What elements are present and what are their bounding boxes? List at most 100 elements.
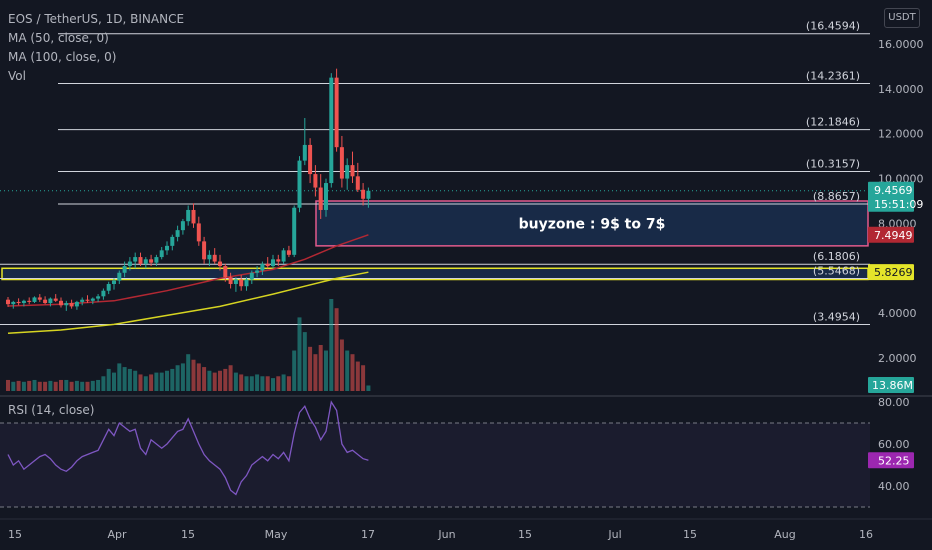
volume-bar	[32, 379, 37, 391]
candle-body	[191, 209, 196, 224]
time-tick-label: Jul	[607, 528, 621, 541]
time-tick-label: May	[265, 528, 288, 541]
ma100-legend[interactable]: MA (100, close, 0)	[8, 50, 117, 64]
volume-bar	[106, 368, 111, 391]
time-tick-label: Aug	[774, 528, 795, 541]
volume-bar	[127, 368, 132, 391]
candle-body	[159, 250, 164, 258]
candle-body	[64, 303, 69, 306]
volume-bar	[212, 372, 217, 391]
candle-body	[308, 144, 313, 175]
candle-body	[127, 261, 132, 267]
candle-body	[196, 223, 201, 242]
time-axis: 15 Apr 15 May 17 Jun 15 Jul 15 Aug 16	[8, 528, 873, 541]
volume-bar	[355, 361, 360, 391]
candle-body	[249, 272, 254, 280]
fib-label: (3.4954)	[813, 310, 860, 323]
time-tick-label: Jun	[437, 528, 455, 541]
time-tick-label: 15	[8, 528, 22, 541]
candle-body	[27, 300, 32, 302]
volume-bar	[244, 376, 249, 391]
candle-body	[366, 190, 371, 199]
rsi-legend[interactable]: RSI (14, close)	[8, 403, 95, 417]
symbol-title[interactable]: EOS / TetherUS, 1D, BINANCE	[8, 12, 185, 26]
candle-body	[318, 187, 323, 210]
zones: buyzone : 9$ to 7$	[1, 200, 869, 281]
chart-legend: EOS / TetherUS, 1D, BINANCE MA (50, clos…	[8, 10, 184, 86]
volume-badge	[868, 377, 914, 393]
price-tick-label: 16.0000	[878, 38, 924, 51]
candle-body	[37, 297, 42, 300]
volume-bar	[233, 372, 238, 391]
candle-body	[80, 299, 85, 302]
candle-body	[260, 263, 265, 271]
volume-bar	[196, 363, 201, 391]
volume-bar	[117, 363, 122, 391]
countdown-label: 15:51:09	[874, 198, 923, 211]
volume-legend[interactable]: Vol	[8, 69, 26, 83]
volume-bar	[339, 339, 344, 391]
price-badge-label: 9.4569	[874, 184, 913, 197]
fib-label: (16.4594)	[806, 20, 860, 33]
volume-bar	[286, 376, 291, 391]
candle-body	[302, 144, 307, 161]
volume-bar	[265, 376, 270, 391]
volume-bar	[43, 381, 48, 391]
candle-body	[101, 290, 106, 297]
volume-bar	[180, 363, 185, 391]
volume-bar	[165, 370, 169, 391]
candle-body	[90, 298, 95, 301]
fib-label: (12.1846)	[806, 116, 860, 129]
candle-body	[11, 301, 16, 305]
fib-label: (5.5468)	[813, 264, 860, 277]
candle-body	[350, 165, 355, 177]
candle-body	[292, 207, 297, 255]
volume-bar	[143, 376, 148, 391]
candle-body	[228, 277, 233, 284]
time-tick-label: 15	[181, 528, 195, 541]
volume-bar	[366, 385, 371, 391]
volume-bar	[74, 380, 79, 391]
candle-body	[138, 257, 143, 264]
volume-bar	[90, 380, 95, 391]
candle-body	[355, 176, 360, 190]
volume-bar	[85, 381, 90, 391]
time-tick-label: 16	[859, 528, 873, 541]
fib-label: (10.3157)	[806, 157, 860, 170]
volume-bar	[345, 350, 350, 391]
candle-body	[239, 279, 244, 287]
currency-button[interactable]: USDT	[884, 8, 920, 28]
volume-bar	[292, 350, 297, 391]
volume-bar	[53, 381, 58, 391]
volume-bar	[64, 379, 69, 391]
candle-body	[286, 250, 291, 255]
rsi-badge	[868, 452, 914, 469]
candle-body	[276, 259, 281, 262]
rsi-badge-label: 52.25	[878, 454, 910, 467]
volume-bar	[361, 365, 366, 391]
candle-body	[271, 259, 275, 267]
candle-body	[223, 266, 228, 278]
candle-body	[106, 283, 111, 291]
volume-bar	[175, 365, 180, 391]
candle-body	[244, 279, 249, 287]
support-zone	[1, 267, 869, 281]
time-tick-label: 15	[518, 528, 532, 541]
candle-body	[281, 250, 286, 262]
fib-levels: (16.4594) (14.2361) (12.1846) (10.3157) (8.8…	[0, 20, 870, 325]
candle-body	[207, 254, 212, 260]
rsi-tick-label: 60.00	[878, 438, 910, 451]
volume-bar	[133, 370, 138, 391]
time-tick-label: 15	[683, 528, 697, 541]
volume-bar	[276, 376, 281, 391]
candle-body	[233, 279, 238, 284]
volume-bar	[80, 381, 85, 391]
candle-body	[324, 183, 328, 210]
candle-body	[175, 230, 180, 237]
volume-bar	[249, 376, 254, 391]
candle-body	[149, 259, 154, 263]
candle-body	[21, 300, 26, 304]
ma50-legend[interactable]: MA (50, close, 0)	[8, 31, 109, 45]
candle-body	[334, 77, 339, 148]
